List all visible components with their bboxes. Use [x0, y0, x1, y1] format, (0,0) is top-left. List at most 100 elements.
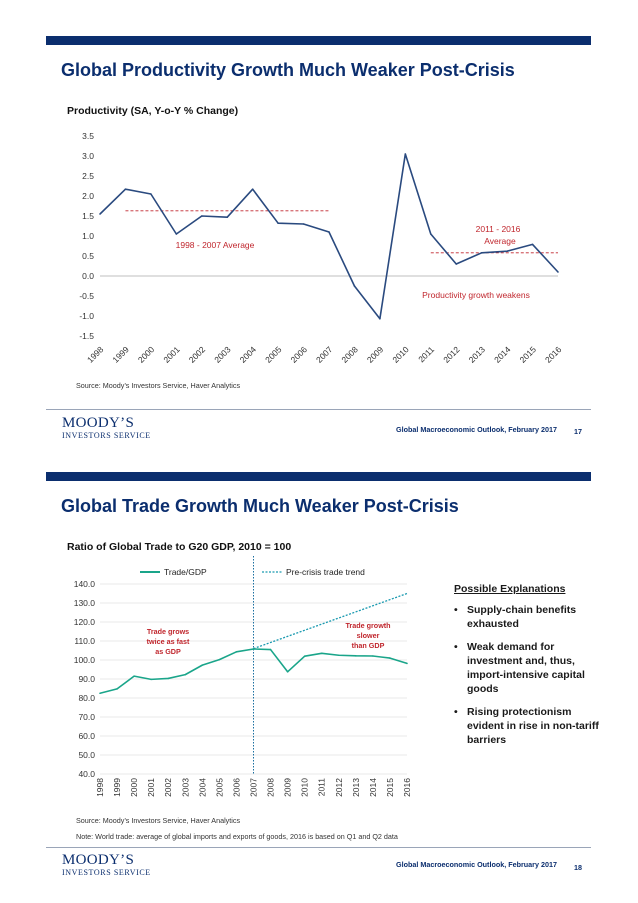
- y-tick-label: 60.0: [78, 731, 95, 741]
- x-tick-label: 2011: [317, 778, 327, 797]
- productivity-point: [506, 250, 508, 252]
- x-tick-label: 2010: [300, 778, 310, 797]
- trade-gdp-point: [269, 648, 272, 651]
- logo-text-line2: INVESTORS SERVICE: [62, 431, 151, 440]
- trade-gdp-point: [303, 655, 306, 657]
- slide2-footer-rule: [46, 847, 591, 848]
- annotation-trade-slower-2: slower: [357, 631, 380, 640]
- productivity-point: [251, 188, 254, 190]
- slide1-top-bar: [46, 36, 591, 45]
- productivity-point: [429, 233, 432, 235]
- x-tick-label: 2016: [402, 778, 412, 797]
- annotation-avg-1998-2007: 1998 - 2007 Average: [176, 240, 255, 250]
- trade-gdp-point: [150, 678, 152, 681]
- slide1-footer-rule: [46, 409, 591, 410]
- productivity-point: [150, 193, 152, 195]
- trade-gdp-point: [184, 673, 187, 676]
- trade-gdp-point: [99, 692, 101, 695]
- legend-trend-label: Pre-crisis trade trend: [286, 567, 365, 577]
- annotation-avg-2011-2016-line1: 2011 - 2016: [476, 224, 521, 234]
- trade-gdp-point: [372, 655, 374, 657]
- productivity-point: [353, 285, 356, 287]
- trade-gdp-point: [355, 655, 357, 657]
- trade-gdp-point: [320, 652, 323, 655]
- trade-gdp-point: [167, 677, 170, 680]
- chart1-title: Productivity (SA, Y-o-Y % Change): [67, 105, 239, 117]
- x-tick-label: 2015: [385, 778, 395, 797]
- x-tick-label: 1998: [95, 778, 105, 797]
- y-tick-label: 110.0: [74, 636, 95, 646]
- annotation-trade-grows-3: as GDP: [155, 647, 181, 656]
- slide2-page-number: 18: [574, 863, 582, 872]
- legend-trade-gdp-label: Trade/GDP: [164, 567, 207, 577]
- productivity-point: [480, 252, 483, 254]
- logo-text-line2: INVESTORS SERVICE: [62, 868, 151, 877]
- x-tick-label: 2014: [368, 778, 378, 797]
- productivity-point: [455, 263, 458, 265]
- trade-gdp-point: [133, 675, 135, 677]
- chart2-source: Source: Moody’s Investors Service, Haver…: [76, 816, 241, 825]
- moodys-logo: MOODY’S INVESTORS SERVICE: [62, 415, 152, 445]
- productivity-point: [302, 223, 305, 225]
- trade-gdp-point: [406, 662, 408, 665]
- trade-gdp-point: [389, 657, 391, 659]
- y-tick-label: 3.0: [82, 151, 94, 161]
- y-tick-label: 3.5: [82, 131, 94, 141]
- pre-crisis-trend-line: [253, 592, 408, 650]
- trade-gdp-point: [201, 664, 204, 666]
- chart2-note: Note: World trade: average of global imp…: [76, 832, 398, 841]
- y-tick-label: 120.0: [74, 617, 96, 627]
- y-tick-label: -1.5: [79, 331, 94, 341]
- moodys-logo: MOODY’S INVESTORS SERVICE: [62, 852, 152, 882]
- y-tick-label: 2.0: [82, 191, 94, 201]
- x-tick-label: 2009: [283, 778, 293, 797]
- y-tick-label: 1.0: [82, 231, 94, 241]
- annotation-avg-2011-2016-line2: Average: [484, 236, 516, 246]
- explanations-heading: Possible Explanations: [454, 583, 566, 595]
- y-tick-label: 1.5: [82, 211, 94, 221]
- x-tick-label: 2004: [197, 778, 207, 797]
- annotation-trade-slower-3: than GDP: [352, 641, 385, 650]
- y-tick-label: 70.0: [78, 712, 95, 722]
- productivity-point: [379, 318, 381, 320]
- x-tick-label: 2002: [163, 778, 173, 797]
- trade-gdp-point: [337, 654, 340, 657]
- trade-gdp-point: [116, 688, 118, 690]
- productivity-chart: -1.5 -1.0 -0.5 0.0 0.5 1.0 1.5 2.0 2.5 3.0 3.5 199…: [79, 131, 563, 365]
- y-tick-label: 80.0: [78, 693, 95, 703]
- x-tick-label: 2013: [351, 778, 361, 797]
- productivity-point: [277, 222, 279, 224]
- productivity-point: [531, 243, 534, 246]
- y-tick-label: 0.5: [82, 251, 94, 261]
- productivity-point: [200, 215, 203, 217]
- annotation-trade-grows-2: twice as fast: [147, 637, 190, 646]
- slide2-footer-text: Global Macroeconomic Outlook, February 2…: [396, 860, 557, 869]
- productivity-point: [99, 213, 101, 215]
- slide1-title: Global Productivity Growth Much Weaker P…: [61, 60, 515, 80]
- trade-gdp-point: [252, 648, 255, 650]
- x-tick-label: 2000: [129, 778, 139, 797]
- annotation-trade-slower-1: Trade growth: [345, 621, 390, 630]
- x-tick-label: 2006: [231, 778, 241, 797]
- x-tick-label: 2008: [266, 778, 276, 797]
- productivity-point: [175, 233, 178, 235]
- y-tick-label: 90.0: [78, 674, 95, 684]
- chart1-source: Source: Moody’s Investors Service, Haver…: [76, 381, 241, 390]
- explanation-item: Supply-chain benefits exhausted: [454, 603, 604, 631]
- x-tick-label: 2005: [214, 778, 224, 797]
- y-tick-label: 50.0: [78, 750, 95, 760]
- y-tick-label: 40.0: [78, 769, 95, 779]
- explanation-item: Weak demand for investment and, thus, im…: [454, 640, 604, 696]
- trade-gdp-point: [235, 651, 238, 653]
- x-tick-label: 2001: [146, 778, 156, 797]
- slide2-title: Global Trade Growth Much Weaker Post-Cri…: [61, 496, 459, 516]
- x-tick-label: 2003: [180, 778, 190, 797]
- y-tick-label: 100.0: [74, 655, 96, 665]
- explanations-list: Supply-chain benefits exhausted Weak dem…: [454, 603, 604, 747]
- productivity-point: [557, 271, 559, 273]
- productivity-point: [328, 231, 330, 233]
- y-tick-label: 0.0: [82, 271, 94, 281]
- trade-gdp-point: [218, 658, 221, 661]
- y-tick-label: -1.0: [79, 311, 94, 321]
